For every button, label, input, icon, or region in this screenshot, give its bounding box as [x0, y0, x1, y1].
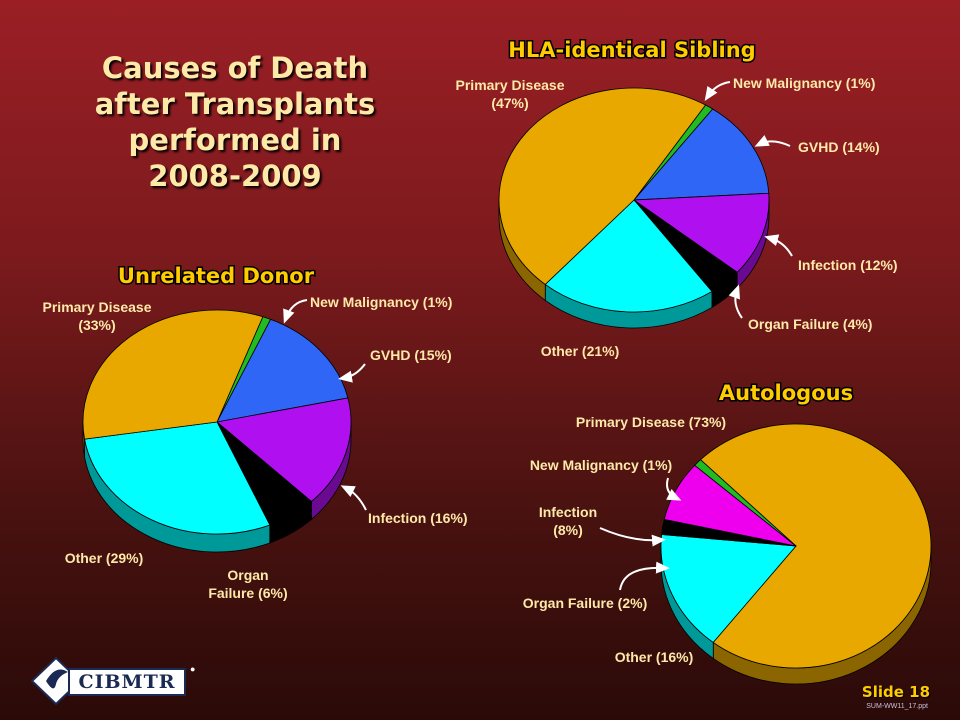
callout-arrow-hla-identical-sibling-infection [764, 234, 793, 257]
slice-unrelated-donor-infection [216, 397, 352, 502]
label-unrelated-donor-infection: Infection (16%) [368, 510, 468, 526]
slice-unrelated-donor-primary-disease [82, 309, 264, 440]
slice-autologous-primary-disease [699, 423, 932, 669]
chart-title-autologous: Autologous [719, 381, 853, 405]
slice-unrelated-donor-other [84, 421, 271, 535]
label-autologous-infection: Infection (8%) [539, 504, 597, 538]
slice-autologous-new-malignancy [694, 459, 797, 547]
label-hla-identical-sibling-other: Other (21%) [541, 343, 620, 359]
label-unrelated-donor-other: Other (29%) [65, 550, 144, 566]
callout-arrow-hla-identical-sibling-new-malignancy [704, 81, 731, 101]
label-hla-identical-sibling-primary-disease: Primary Disease (47%) [456, 77, 565, 111]
label-hla-identical-sibling-infection: Infection (12%) [798, 257, 898, 273]
label-unrelated-donor-primary-disease: Primary Disease (33%) [43, 299, 152, 333]
label-hla-identical-sibling-gvhd: GVHD (14%) [798, 139, 880, 155]
slice-hla-identical-sibling-primary-disease [498, 87, 707, 285]
callout-arrow-autologous-infection [599, 527, 666, 547]
label-unrelated-donor-gvhd: GVHD (15%) [370, 347, 452, 363]
registered-mark: ● [190, 664, 196, 674]
logo-wordmark: CIBMTR [68, 668, 186, 696]
callout-arrow-autologous-new-malignancy [666, 477, 682, 501]
callout-arrow-unrelated-donor-new-malignancy [283, 299, 308, 324]
slice-unrelated-donor-gvhd [216, 318, 349, 423]
chart-title-unrelated-donor: Unrelated Donor [118, 264, 315, 288]
label-autologous-primary-disease: Primary Disease (73%) [576, 414, 726, 430]
label-autologous-other: Other (16%) [615, 649, 694, 665]
pie-autologous: Autologous Primary Disease (73%) Other (16… [523, 380, 932, 685]
slide-number: Slide 18 [861, 683, 930, 701]
slice-hla-identical-sibling-infection [632, 192, 770, 273]
pie-unrelated-donor: Unrelated Donor New Malignancy (1%) GVHD (… [43, 263, 468, 602]
label-hla-identical-sibling-new-malignancy: New Malignancy (1%) [733, 75, 875, 91]
callout-arrow-hla-identical-sibling-organ-failure [728, 284, 743, 319]
pie-hla-identical-sibling: HLA-identical Sibling New Malignancy (1%)… [456, 37, 898, 360]
label-unrelated-donor-new-malignancy: New Malignancy (1%) [310, 294, 452, 310]
slice-hla-identical-sibling-gvhd [633, 108, 770, 201]
label-autologous-new-malignancy: New Malignancy (1%) [530, 457, 672, 473]
label-autologous-organ-failure: Organ Failure (2%) [523, 595, 647, 611]
callout-arrow-autologous-organ-failure [619, 561, 670, 591]
callout-arrow-unrelated-donor-gvhd [338, 363, 366, 383]
file-reference: SUM-WW11_17.ppt [866, 703, 928, 710]
slice-hla-identical-sibling-other [544, 199, 713, 313]
slide-title: Causes of Death after Transplants perfor… [94, 51, 376, 193]
callout-arrow-hla-identical-sibling-gvhd [754, 135, 791, 147]
chart-title-hla-identical-sibling: HLA-identical Sibling [508, 38, 755, 62]
callout-arrow-unrelated-donor-infection [340, 485, 367, 511]
label-unrelated-donor-organ-failure: Organ Failure (6%) [208, 567, 287, 601]
label-hla-identical-sibling-organ-failure: Organ Failure (4%) [748, 316, 872, 332]
